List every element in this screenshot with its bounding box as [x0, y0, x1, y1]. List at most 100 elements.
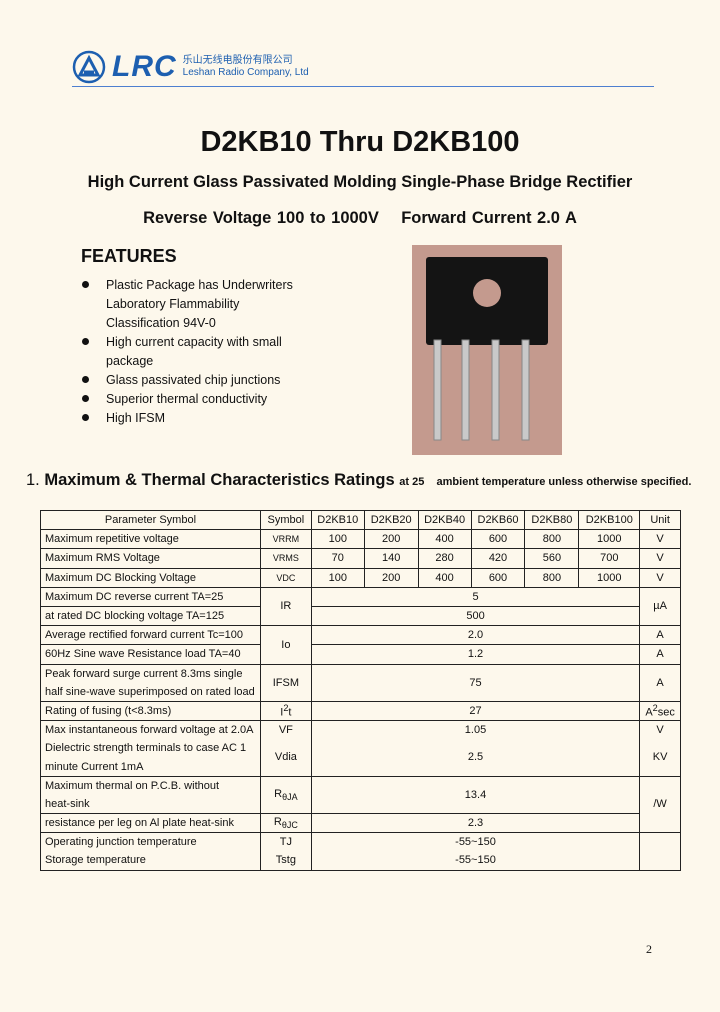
value-cell: 2.5 [310, 739, 641, 777]
symbol-sup: 2 [283, 703, 289, 714]
symbol-cell: Vdia [259, 739, 312, 777]
param-cell: Maximum thermal on P.C.B. without [40, 775, 261, 795]
table-row: Peak forward surge current 8.3ms single … [40, 663, 681, 702]
forward-current: Forward Current 2.0 A [401, 209, 577, 227]
features-heading: FEATURES [81, 246, 177, 266]
unit-cell: A [639, 625, 681, 646]
header-cell: D2KB20 [363, 509, 419, 531]
symbol-cell: TJ [259, 832, 312, 852]
value-cell: 200 [363, 567, 419, 588]
param-cell: heat-sink [40, 794, 261, 814]
header-cell: D2KB60 [470, 509, 526, 531]
param-cell: Max instantaneous forward voltage at 2.0… [40, 720, 261, 740]
unit-cell: /W [639, 775, 681, 834]
spec-line: Reverse Voltage 100 to 1000V Forward Cur… [0, 209, 720, 228]
company-name-en: Leshan Radio Company, Ltd [182, 67, 309, 78]
table-row: Maximum repetitive voltage VRRM 100 200 … [40, 529, 681, 550]
feature-item: High current capacity with small package [81, 333, 311, 371]
unit-cell: V [639, 548, 681, 569]
value-cell: 2.3 [310, 812, 641, 834]
section-title: Maximum & Thermal Characteristics Rating… [44, 471, 395, 489]
symbol-cell: RθJA [259, 775, 312, 815]
value-cell: 100 [310, 567, 365, 588]
table-row: Operating junction temperature TJ -55~15… [40, 832, 681, 871]
symbol-text: R [274, 787, 283, 800]
value-cell: 420 [470, 548, 526, 569]
symbol-cell: Tstg [259, 851, 312, 871]
value-cell: 200 [363, 529, 419, 550]
symbol-text: I [280, 706, 284, 719]
value-cell: 1.2 [310, 644, 641, 665]
header-cell: D2KB10 [310, 509, 365, 531]
table-row: resistance per leg on Al plate heat-sink… [40, 812, 681, 834]
ratings-table: Parameter Symbol Symbol D2KB10 D2KB20 D2… [40, 509, 681, 871]
header-divider [72, 86, 654, 87]
value-cell: 5 [310, 586, 641, 607]
param-cell: Maximum DC reverse current TA=25 [40, 586, 261, 607]
symbol-cell: I2t [259, 700, 312, 722]
value-cell: 13.4 [310, 775, 641, 815]
symbol-cell: VRMS [259, 548, 312, 569]
header-cell: D2KB100 [578, 509, 641, 531]
value-cell: 75 [310, 663, 641, 702]
symbol-cell: RθJC [259, 812, 312, 834]
feature-item: Glass passivated chip junctions [81, 371, 311, 390]
value-cell: -55~150 [310, 851, 641, 871]
value-cell: 560 [524, 548, 580, 569]
features-list: Plastic Package has Underwriters Laborat… [81, 276, 311, 428]
logo-text: LRC [112, 50, 177, 83]
param-cell: Storage temperature [40, 851, 261, 871]
table-row: Maximum DC Blocking Voltage VDC 100 200 … [40, 567, 681, 588]
param-cell: Average rectified forward current Tc=100 [40, 625, 261, 646]
value-cell: 600 [470, 529, 526, 550]
symbol-cell: VDC [259, 567, 312, 588]
table-row: 60Hz Sine wave Resistance load TA=40 1.2… [40, 644, 681, 665]
header-cell: Symbol [259, 509, 312, 531]
table-row: Maximum DC reverse current TA=25 IR 5 µA [40, 586, 681, 627]
table-row: Rating of fusing (t<8.3ms) I2t 27 A2sec [40, 700, 681, 722]
param-cell: minute Current 1mA [40, 757, 261, 777]
table-row: at rated DC blocking voltage TA=125 500 [40, 605, 681, 627]
header-cell: Unit [639, 509, 681, 531]
unit-sup: 2 [652, 703, 658, 714]
symbol-sub: θJA [282, 791, 298, 802]
unit-cell: V [639, 567, 681, 588]
value-cell: 100 [310, 529, 365, 550]
unit-cell [639, 832, 681, 871]
value-cell: 140 [363, 548, 419, 569]
value-cell: 280 [417, 548, 472, 569]
param-cell: at rated DC blocking voltage TA=125 [40, 605, 261, 627]
param-cell: Maximum DC Blocking Voltage [40, 567, 261, 588]
table-row: Maximum RMS Voltage VRMS 70 140 280 420 … [40, 548, 681, 569]
feature-item: High IFSM [81, 409, 311, 428]
value-cell: 500 [310, 605, 641, 627]
company-name-cn: 乐山无线电股份有限公司 [182, 55, 293, 66]
document-subtitle: High Current Glass Passivated Molding Si… [87, 173, 633, 191]
table-row: half sine-wave superimposed on rated loa… [40, 682, 681, 702]
header-cell: D2KB80 [524, 509, 580, 531]
unit-text: A [645, 706, 653, 719]
value-cell: 70 [310, 548, 365, 569]
feature-item: Plastic Package has Underwriters Laborat… [81, 276, 311, 333]
lrc-emblem-icon [72, 50, 106, 84]
symbol-sub: θJC [281, 820, 298, 831]
value-cell: 800 [524, 567, 580, 588]
unit-cell: A [639, 644, 681, 665]
value-cell: 400 [417, 529, 472, 550]
table-row: Average rectified forward current Tc=100… [40, 625, 681, 665]
unit-cell: V [639, 720, 681, 740]
product-photo [412, 245, 562, 455]
unit-cell: A2sec [639, 700, 681, 722]
value-cell: 1000 [578, 529, 641, 550]
company-logo: LRC 乐山无线电股份有限公司 Leshan Radio Company, Ltd [72, 50, 309, 84]
param-cell: Peak forward surge current 8.3ms single [40, 663, 261, 683]
unit-cell: µA [639, 586, 681, 627]
header-cell: Parameter Symbol [40, 509, 261, 531]
section-note: at 25 ambient temperature unless otherwi… [399, 476, 692, 488]
table-row: Maximum thermal on P.C.B. without RθJA 1… [40, 775, 681, 834]
value-cell: 800 [524, 529, 580, 550]
param-cell: Dielectric strength terminals to case AC… [40, 739, 261, 758]
document-title: D2KB10 Thru D2KB100 [200, 126, 520, 158]
param-cell: resistance per leg on Al plate heat-sink [40, 812, 261, 834]
param-cell: Operating junction temperature [40, 832, 261, 852]
